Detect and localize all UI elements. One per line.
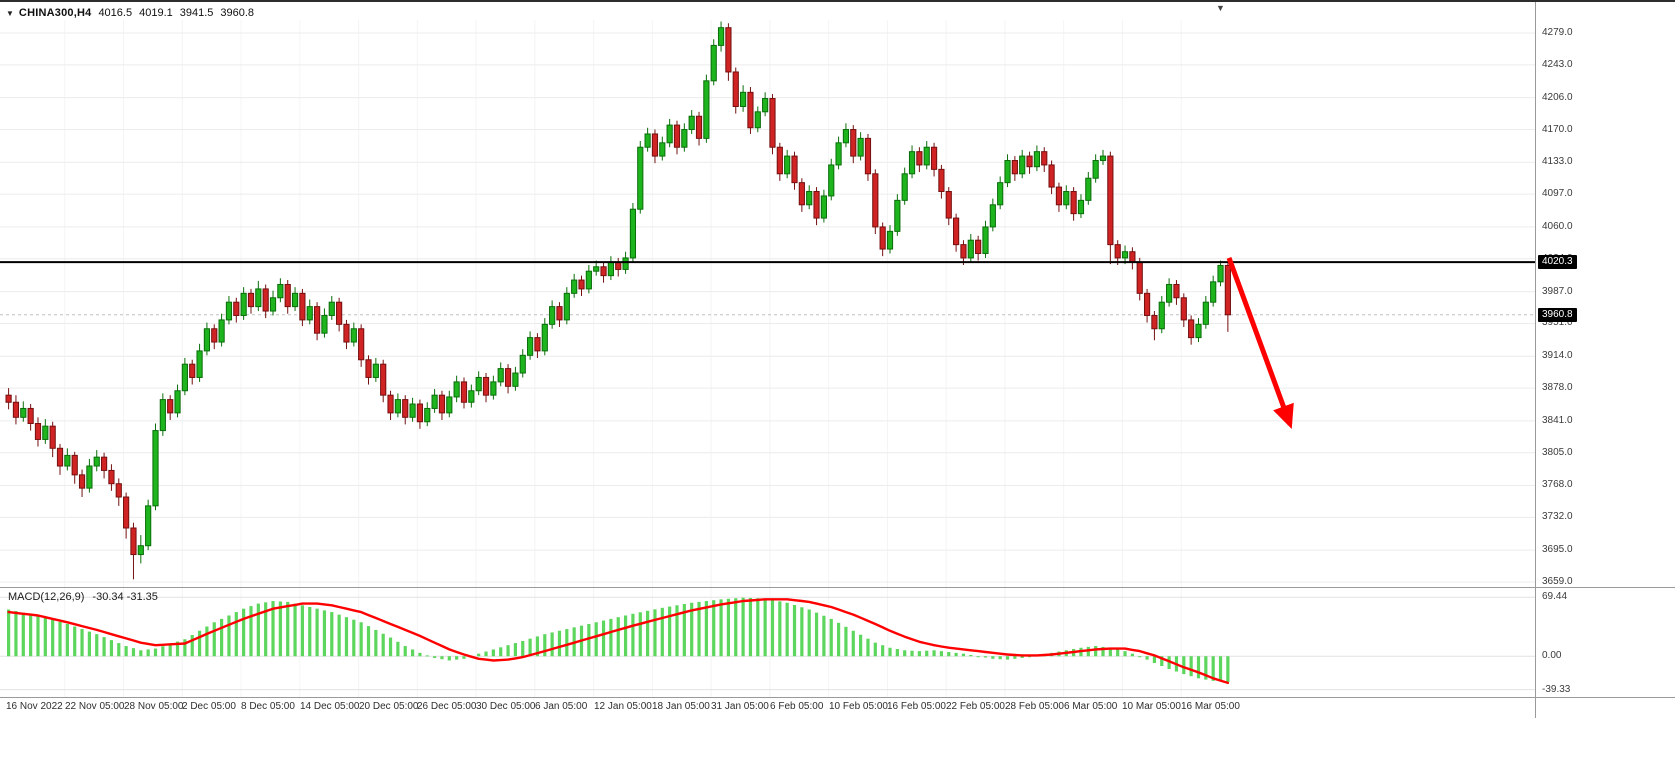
price-line-label: 4020.3: [1538, 255, 1577, 270]
price-axis-tick: 3987.0: [1542, 285, 1573, 297]
time-axis-tick: 2 Dec 05:00: [182, 701, 236, 712]
time-axis-tick: 6 Feb 05:00: [770, 701, 824, 712]
time-axis-tick: 31 Jan 05:00: [711, 701, 769, 712]
time-axis-tick: 18 Jan 05:00: [652, 701, 710, 712]
price-axis-tick: 3732.0: [1542, 511, 1573, 523]
time-axis-tick: 30 Dec 05:00: [476, 701, 536, 712]
macd-axis-tick: -39.33: [1542, 683, 1571, 695]
price-axis-tick: 3768.0: [1542, 479, 1573, 491]
symbol-label: CHINA300,H4: [18, 7, 92, 19]
time-axis-tick: 14 Dec 05:00: [300, 701, 360, 712]
time-axis-tick: 10 Feb 05:00: [829, 701, 888, 712]
horizontal-gridlines: [0, 32, 1535, 583]
time-axis-tick: 6 Mar 05:00: [1064, 701, 1118, 712]
time-axis-tick: 6 Jan 05:00: [535, 701, 588, 712]
price-axis-tick: 4060.0: [1542, 220, 1573, 232]
annotation-arrow[interactable]: [1226, 257, 1294, 430]
macd-axis-tick: 0.00: [1542, 650, 1562, 662]
price-axis-tick: 3951.0: [1542, 317, 1573, 329]
quote-open: 4016.5: [98, 7, 133, 19]
quote-low: 3941.5: [179, 7, 214, 19]
time-axis-tick: 22 Nov 05:00: [65, 701, 125, 712]
price-axis-tick: 3805.0: [1542, 446, 1573, 458]
vertical-gridlines: [64, 20, 1182, 697]
price-axis-tick: 4133.0: [1542, 156, 1573, 168]
price-axis-tick: 3841.0: [1542, 414, 1573, 426]
price-axis-tick: 4243.0: [1542, 58, 1573, 70]
price-axis-tick: 3914.0: [1542, 350, 1573, 362]
symbol-caret-icon[interactable]: ▼: [6, 8, 14, 18]
candlestick-series: [5, 21, 1231, 580]
chart-shift-icon[interactable]: ▼: [1216, 3, 1225, 13]
time-axis-tick: 16 Feb 05:00: [887, 701, 946, 712]
price-axis-tick: 4206.0: [1542, 91, 1573, 103]
price-axis-tick: 4097.0: [1542, 188, 1573, 200]
price-axis-tick: 4170.0: [1542, 123, 1573, 135]
price-axis-tick: 4279.0: [1542, 27, 1573, 38]
macd-axis-tick: 69.44: [1542, 591, 1568, 603]
price-axis-tick: 3878.0: [1542, 382, 1573, 394]
time-axis-tick: 28 Nov 05:00: [124, 701, 184, 712]
time-axis-tick: 10 Mar 05:00: [1122, 701, 1181, 712]
price-axis-tick: 3659.0: [1542, 576, 1573, 587]
price-axis-tick: 3695.0: [1542, 544, 1573, 556]
time-axis-tick: 16 Nov 2022: [6, 701, 63, 712]
time-axis-tick: 8 Dec 05:00: [241, 701, 295, 712]
time-axis-tick: 20 Dec 05:00: [359, 701, 419, 712]
time-axis-tick: 26 Dec 05:00: [417, 701, 477, 712]
macd-signal-line: [7, 598, 1230, 685]
macd-histogram: [7, 597, 1230, 683]
quote-bar: ▼ CHINA300,H4 4016.5 4019.1 3941.5 3960.…: [6, 7, 254, 19]
time-axis-tick: 16 Mar 05:00: [1181, 701, 1240, 712]
quote-high: 4019.1: [139, 7, 173, 19]
macd-name: MACD(12,26,9): [8, 591, 85, 603]
quote-close: 3960.8: [220, 7, 255, 19]
time-axis-tick: 22 Feb 05:00: [946, 701, 1005, 712]
macd-values: -30.34 -31.35: [92, 591, 158, 603]
macd-indicator-label: MACD(12,26,9) -30.34 -31.35: [8, 591, 158, 603]
time-axis-tick: 28 Feb 05:00: [1005, 701, 1064, 712]
bid-price-label: 3960.8: [1538, 307, 1577, 322]
time-axis-tick: 12 Jan 05:00: [594, 701, 652, 712]
macd-gridlines: [0, 596, 1535, 691]
